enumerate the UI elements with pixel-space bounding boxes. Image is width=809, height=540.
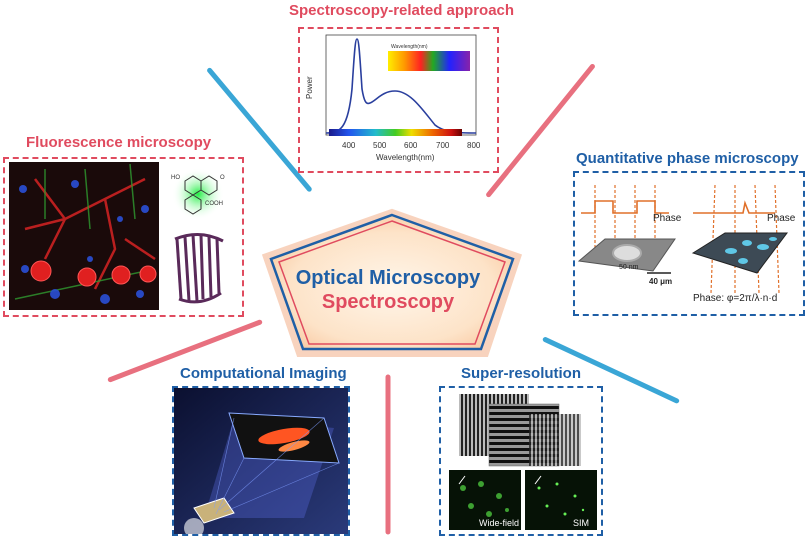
- superres-image: [449, 394, 597, 530]
- sensor-chip: [193, 497, 235, 524]
- sim-label: SIM: [573, 518, 590, 528]
- spectrum-color-bar: [329, 129, 462, 136]
- widefield-image: [449, 470, 521, 530]
- fluorescein-structure: [184, 175, 218, 215]
- phase-arrows-right: [710, 184, 780, 294]
- tick-400: 400: [342, 141, 356, 150]
- computational-image: [174, 388, 348, 534]
- phase-formula: Phase: φ=2π/λ·n·d: [693, 293, 778, 304]
- spectrum-plot: Wavelength(nm) Power 400 500 600 700 800…: [305, 34, 481, 162]
- y-axis-label: Power: [305, 76, 314, 99]
- superres-panel: Wide-field SIM: [439, 386, 603, 536]
- computational-title: Computational Imaging: [180, 365, 347, 382]
- computational-panel: [172, 386, 350, 536]
- qpm-panel: Phase Phase 50 nm 40 μm Phase: φ=2π/λ·n·…: [573, 171, 805, 316]
- fluorescence-title: Fluorescence microscopy: [26, 134, 212, 151]
- wavelength-legend-bar: [388, 51, 470, 71]
- spectroscopy-title: Spectroscopy-related approach: [289, 2, 515, 19]
- spectrum-curve: [325, 38, 477, 134]
- gfp-barrel: [174, 233, 224, 304]
- phase-label-right: Phase: [767, 213, 796, 224]
- phase-label-left: Phase: [653, 213, 682, 224]
- molecule-label-cooh: COOH: [205, 201, 223, 207]
- tick-500: 500: [373, 141, 387, 150]
- qpm-image: [577, 184, 788, 294]
- scale-small-label: 50 nm: [619, 264, 639, 271]
- tick-600: 600: [404, 141, 418, 150]
- center-title: Optical Microscopy Spectroscopy: [268, 266, 508, 314]
- sim-image: [525, 470, 597, 530]
- legend-label: Wavelength(nm): [391, 44, 428, 50]
- cell-blobs: [725, 237, 777, 264]
- molecule-label-ho: HO: [171, 175, 180, 181]
- phase-step-left: [581, 200, 669, 214]
- center-title-line1: Optical Microscopy: [295, 267, 481, 289]
- center-pentagon: [261, 208, 523, 357]
- phase-step-right: [693, 200, 775, 214]
- illumination-pattern-front: [529, 414, 581, 466]
- spectroscopy-panel: Wavelength(nm) Power 400 500 600 700 800…: [298, 27, 499, 173]
- fluorescence-panel: HO O COOH: [3, 157, 244, 317]
- qpm-title: Quantitative phase microscopy: [576, 150, 799, 167]
- tick-700: 700: [436, 141, 450, 150]
- scale-bar-label: 40 μm: [649, 277, 673, 286]
- center-title-line2: Spectroscopy: [321, 291, 455, 313]
- cells-3d-surface: [691, 232, 788, 274]
- x-axis-label: Wavelength(nm): [376, 153, 435, 162]
- fluorescence-image: HO O COOH: [9, 162, 225, 310]
- widefield-label: Wide-field: [479, 518, 520, 528]
- superres-title: Super-resolution: [461, 365, 582, 382]
- molecule-label-o: O: [220, 175, 225, 181]
- connector-superres: [385, 374, 391, 535]
- tick-800: 800: [467, 141, 481, 150]
